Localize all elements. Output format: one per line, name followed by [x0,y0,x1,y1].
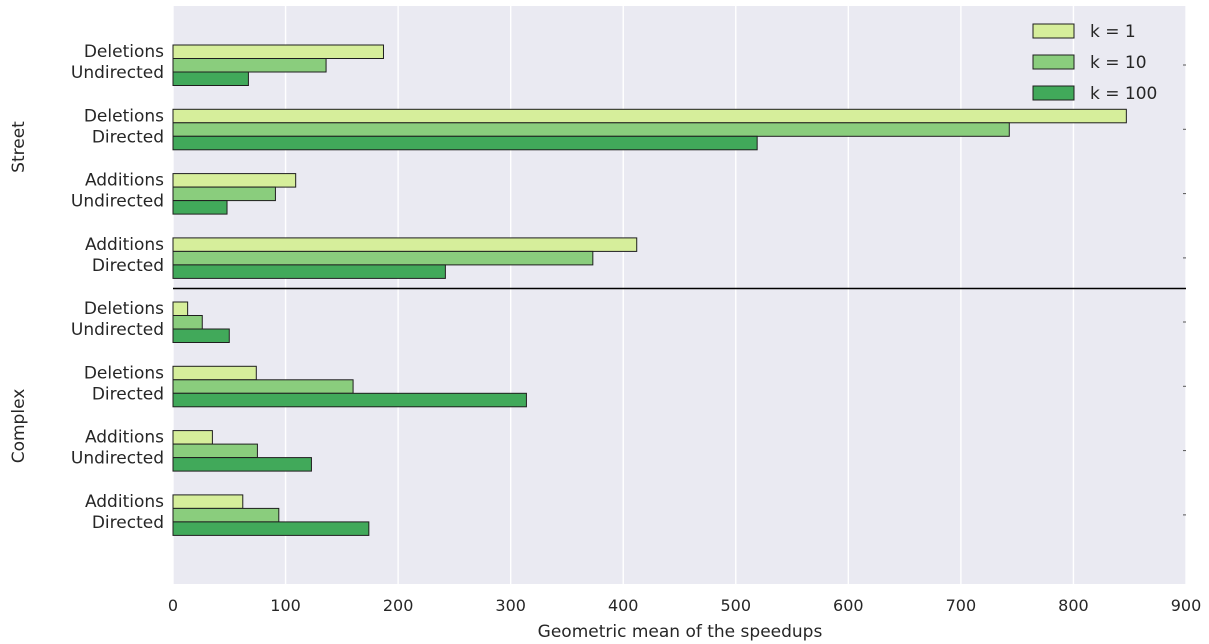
x-tick-label: 500 [721,596,752,615]
x-tick-label: 900 [1171,596,1202,615]
legend-label: k = 10 [1090,53,1147,73]
bar [172,44,384,59]
x-tick-label: 300 [495,596,526,615]
bar [172,521,370,536]
x-axis-label: Geometric mean of the speedups [538,622,823,642]
category-label-line1: Deletions [84,106,164,126]
bars [172,44,1127,536]
bar [172,379,354,394]
category-label-line2: Undirected [71,449,164,469]
legend: k = 1 k = 10 k = 100 [1032,22,1157,104]
category-label-line1: Additions [85,235,164,255]
bar [172,494,244,509]
category-label-line1: Deletions [84,363,164,383]
bar [172,186,276,202]
bar [172,71,249,86]
x-tick-labels: 0 100 200 300 400 500 600 700 800 900 [168,596,1201,615]
bar [172,200,228,215]
legend-swatch [1032,85,1075,101]
bar [172,250,594,266]
bar [172,264,446,279]
bar [172,108,1127,124]
legend-label: k = 100 [1090,84,1157,104]
bar [172,443,258,459]
category-label-line2: Directed [92,256,164,276]
bar [172,58,327,73]
bar [172,507,280,523]
category-label-line2: Directed [92,127,164,147]
category-labels: DeletionsUndirectedDeletionsDirectedAddi… [71,42,164,533]
x-tick-label: 100 [270,596,301,615]
bar [172,301,189,316]
legend-label: k = 1 [1090,22,1136,42]
category-label-line1: Deletions [84,42,164,62]
x-tick-label: 200 [383,596,414,615]
bar [172,173,297,188]
category-label-line1: Additions [85,428,164,448]
category-label-line1: Additions [85,171,164,191]
category-label-line1: Deletions [84,299,164,319]
x-tick-label: 800 [1058,596,1089,615]
bar [172,328,230,343]
group-labels: Street Complex [9,121,29,463]
group-label: Street [9,121,29,173]
category-label-line2: Undirected [71,192,164,212]
category-label-line2: Directed [92,384,164,404]
bar [172,392,527,408]
group-label: Complex [9,389,29,464]
bar [172,365,257,381]
legend-swatch [1032,23,1075,39]
category-label-line2: Undirected [71,320,164,340]
plot-area [173,6,1186,584]
x-tick-label: 0 [168,596,178,615]
x-tick-label: 600 [833,596,864,615]
bar [172,122,1010,137]
legend-swatch [1032,54,1075,70]
bar [172,135,758,151]
bar [172,237,638,252]
grid-lines [172,6,1187,584]
x-tick-label: 700 [946,596,977,615]
bar [172,315,203,330]
bar [172,457,312,472]
x-tick-label: 400 [608,596,639,615]
bar [172,430,213,445]
category-label-line2: Undirected [71,63,164,83]
category-label-line1: Additions [85,492,164,512]
category-label-line2: Directed [92,513,164,533]
